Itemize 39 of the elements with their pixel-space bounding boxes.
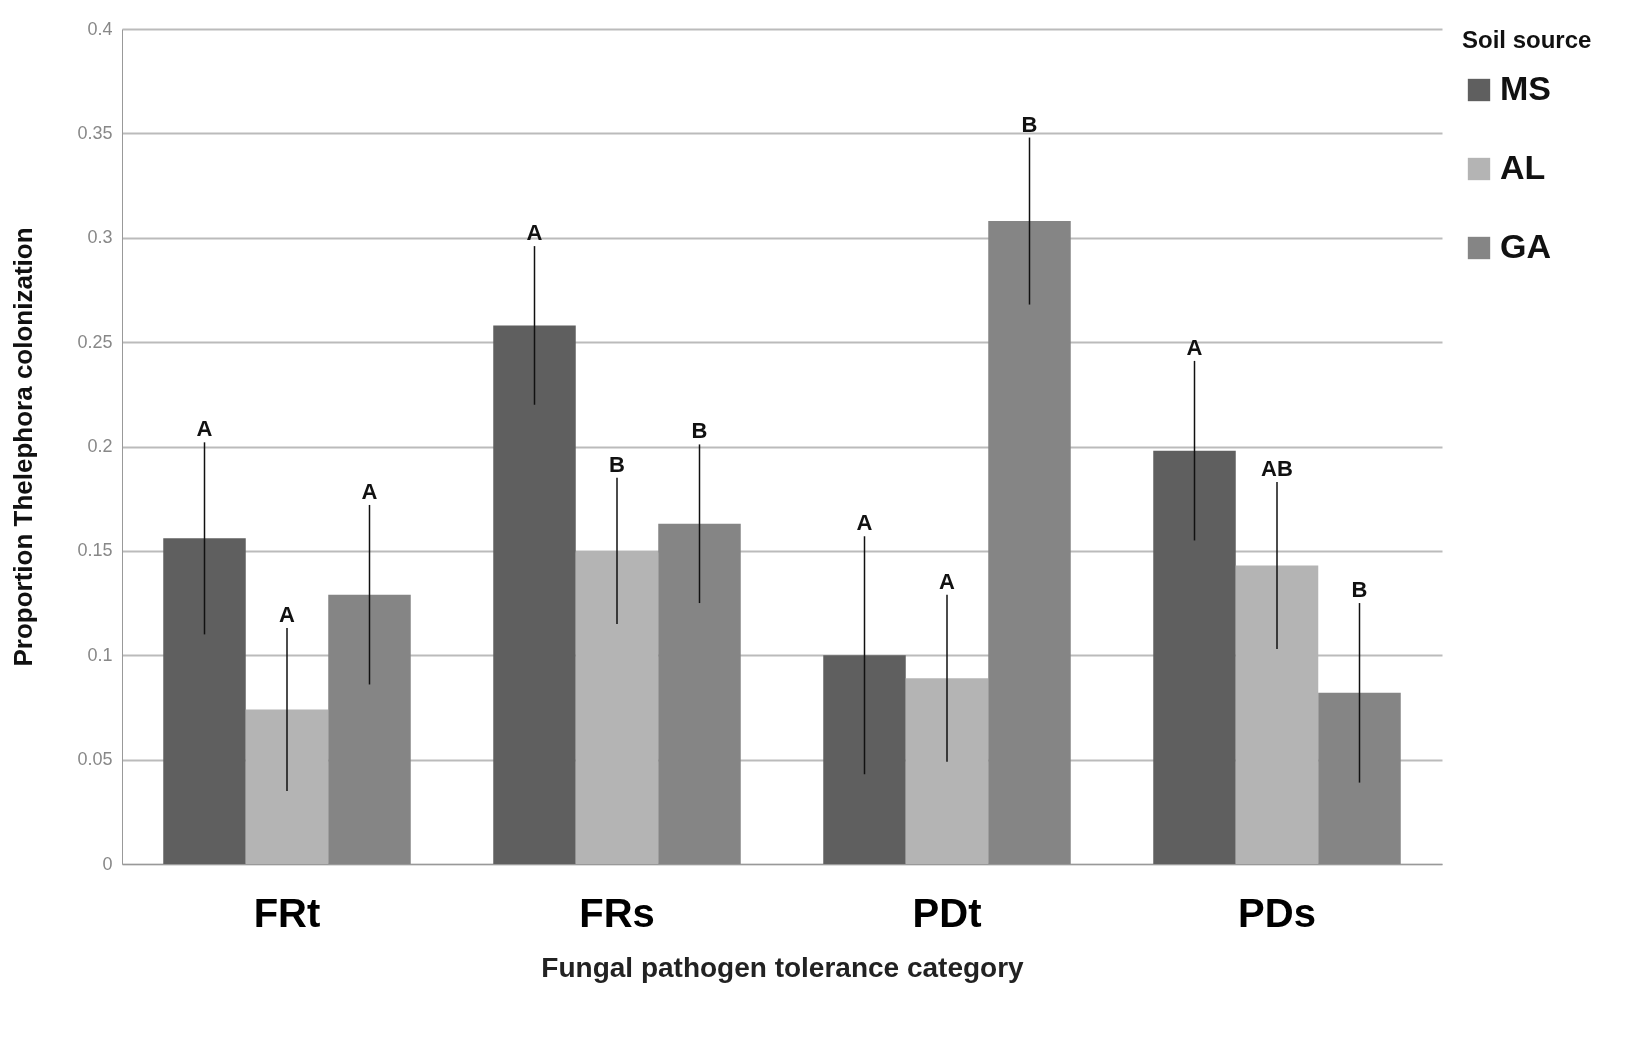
y-tick-label: 0.35: [77, 122, 113, 143]
annotation: A: [526, 220, 543, 246]
x-tick-label: PDs: [1238, 890, 1316, 935]
annotation: B: [1351, 577, 1368, 603]
annotation: A: [279, 602, 296, 628]
annotation: A: [856, 510, 873, 536]
annotation: B: [609, 451, 625, 477]
y-tick-label: 0.1: [87, 644, 113, 665]
y-tick-label: 0: [102, 853, 113, 874]
x-tick-label: FRt: [253, 890, 321, 935]
x-axis-title: Fungal pathogen tolerance category: [541, 951, 1025, 983]
annotation: A: [939, 568, 956, 594]
bar: [823, 655, 906, 864]
legend-label: GA: [1500, 227, 1551, 265]
y-axis-title: Proportion Thelephora colonization: [8, 227, 39, 667]
annotation: AB: [1261, 455, 1293, 481]
annotation: A: [361, 478, 378, 504]
bar: [658, 523, 741, 864]
bar: [328, 594, 411, 864]
legend-title: Soil source: [1462, 26, 1592, 53]
y-tick-label: 0.3: [87, 227, 113, 248]
y-tick-label: 0.2: [87, 436, 113, 456]
x-tick-label: PDt: [912, 890, 982, 935]
bar: [1318, 692, 1401, 864]
legend-label: MS: [1500, 69, 1551, 107]
annotation: A: [196, 416, 213, 442]
annotation: B: [691, 418, 708, 444]
bar: [493, 325, 576, 864]
x-tick-label: FRs: [579, 890, 655, 935]
y-tick-label: 0.05: [77, 749, 113, 770]
y-tick-label: 0.25: [77, 331, 113, 352]
bar: [988, 221, 1071, 864]
y-tick-label: 0.4: [87, 18, 113, 39]
y-tick-label: 0.15: [77, 540, 113, 561]
bar: [163, 538, 246, 864]
annotation: B: [1021, 111, 1038, 137]
annotation: A: [1186, 334, 1203, 360]
legend-label: AL: [1500, 148, 1546, 186]
bar: [1153, 450, 1236, 864]
